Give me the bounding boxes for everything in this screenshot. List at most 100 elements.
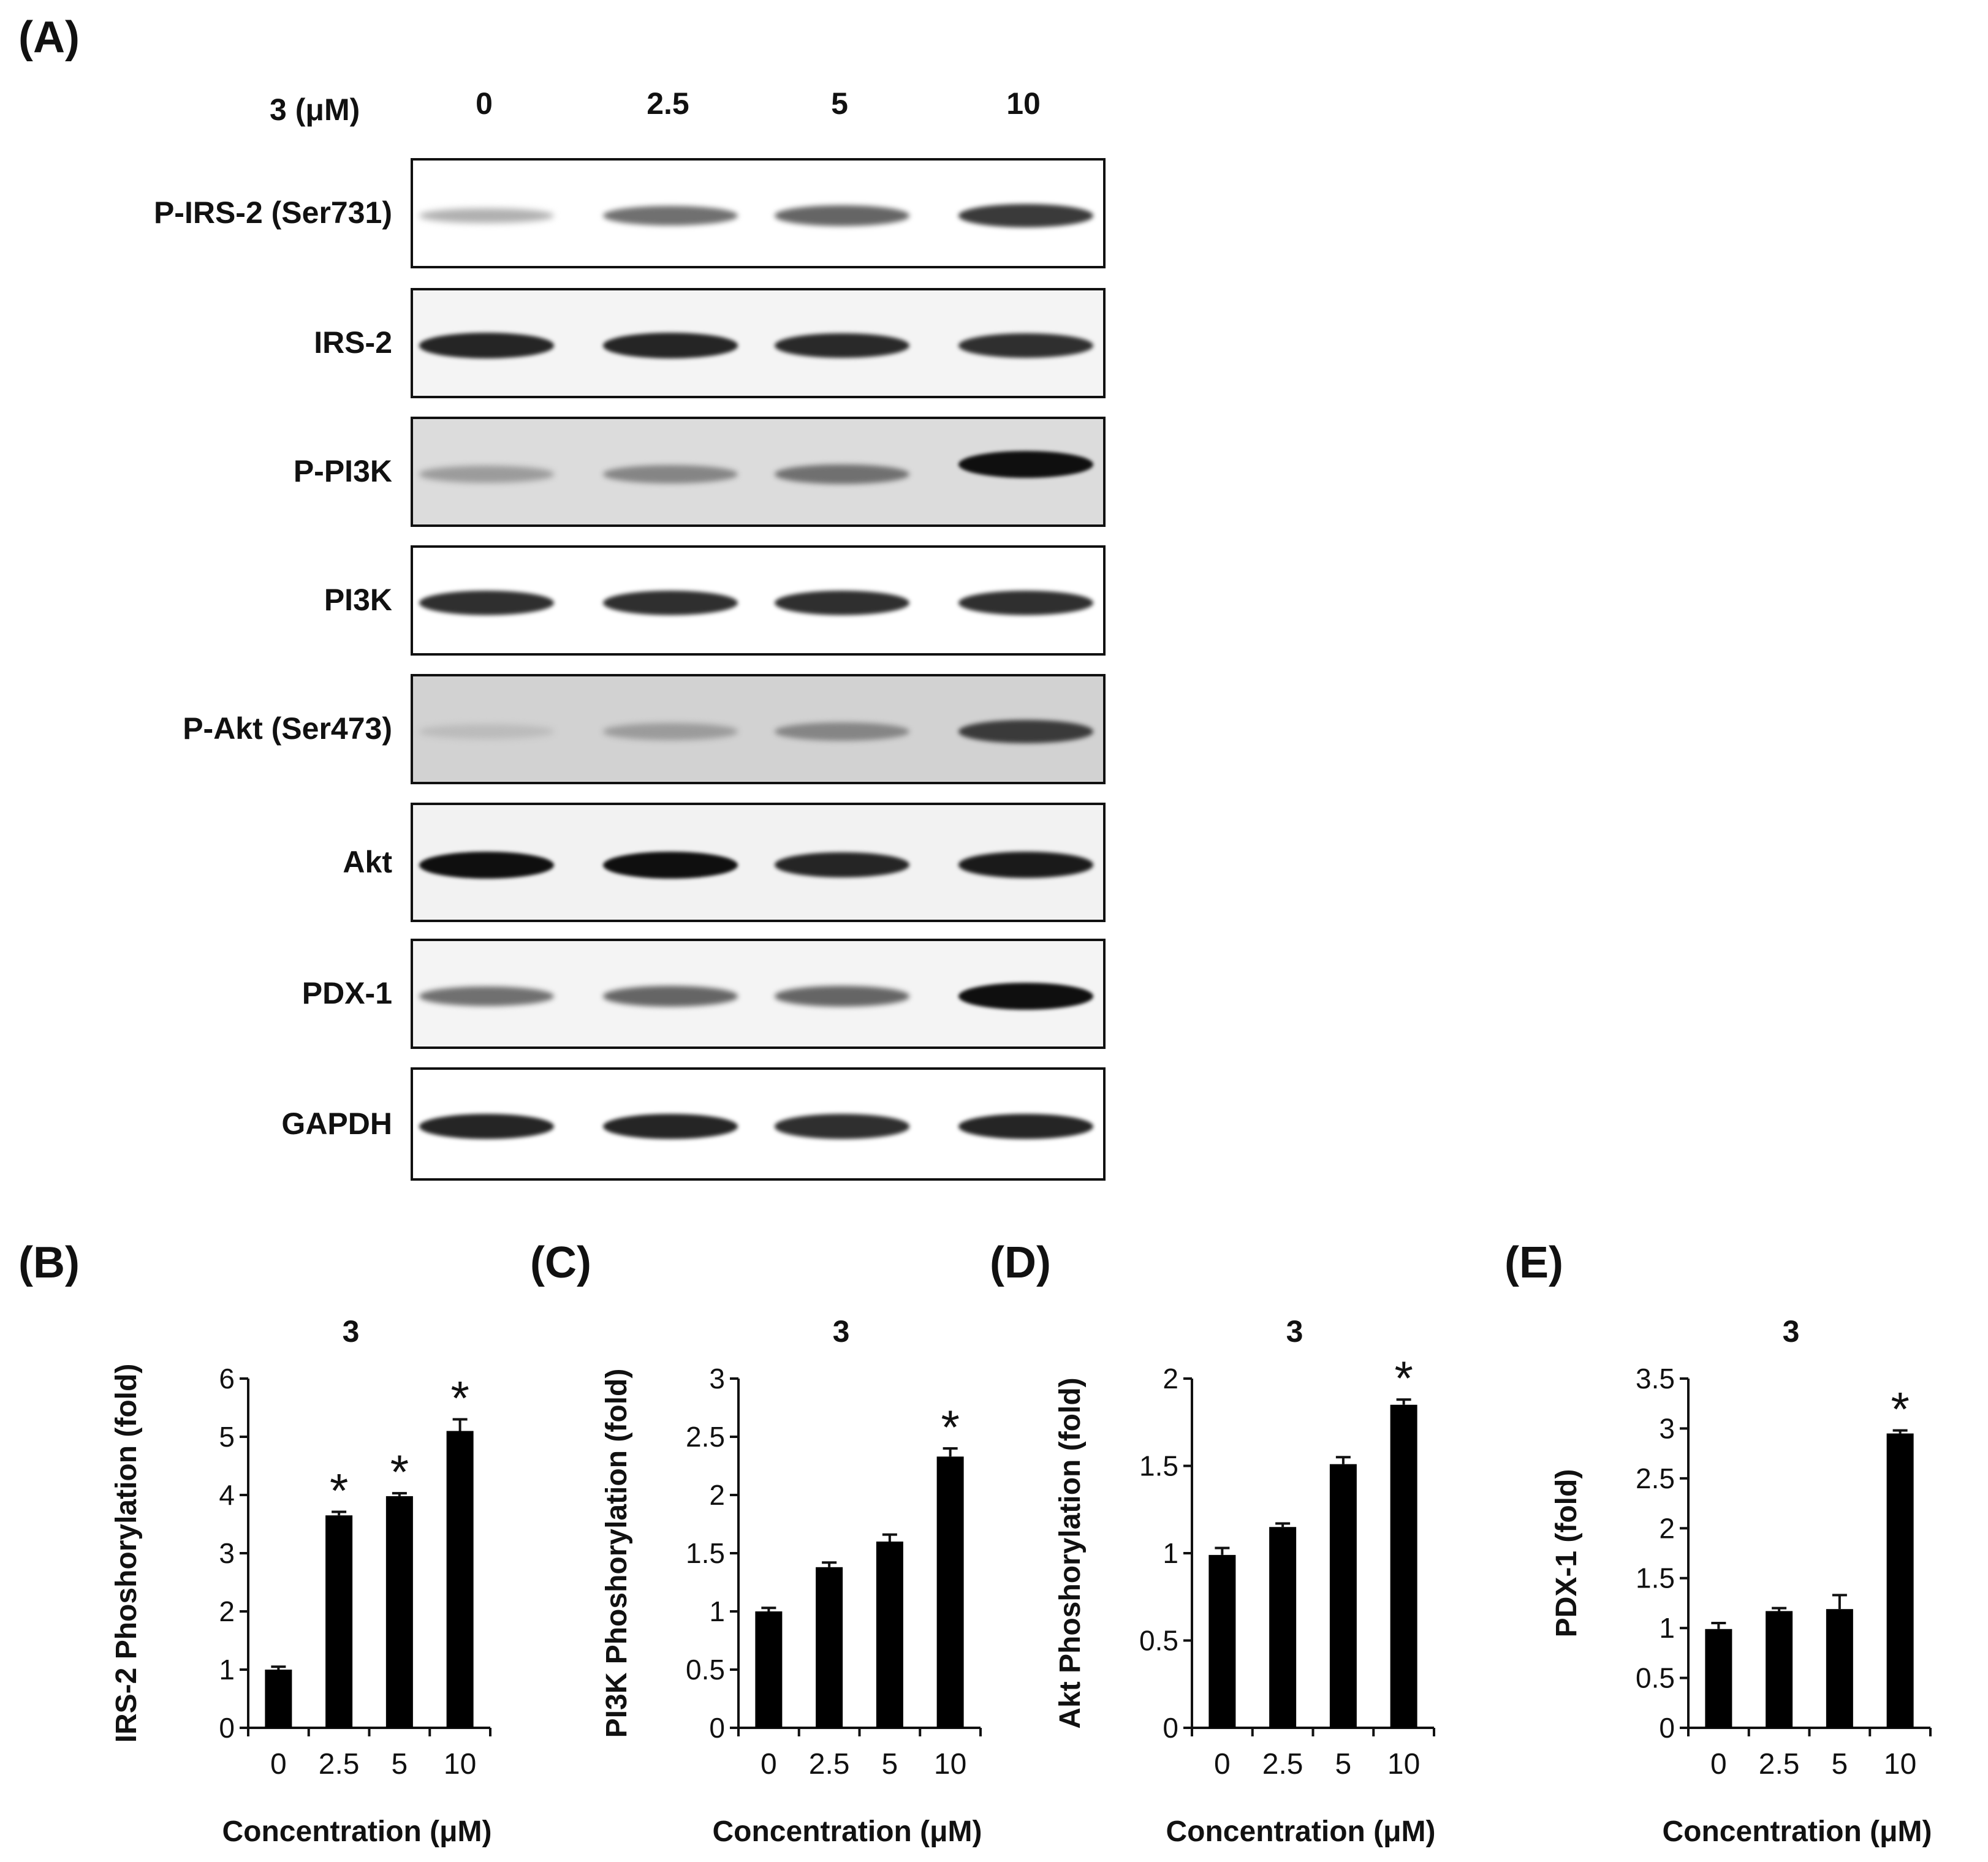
x-tick-label: 10 [1387,1748,1420,1781]
y-tick-label: 2.5 [1636,1463,1675,1494]
bar [1269,1527,1297,1728]
y-axis-label: IRS-2 Phoshorylation (fold) [110,1364,143,1743]
blot-band [958,333,1093,358]
blot-band [775,333,909,358]
y-tick-label: 6 [219,1363,235,1395]
y-tick-label: 2.5 [686,1421,725,1453]
blot-band [958,1113,1093,1140]
x-tick-label: 10 [1884,1748,1916,1781]
chart-title: 3 [1783,1314,1800,1349]
blot-membrane [411,674,1106,784]
y-axis-label: Akt Phoshorylation (fold) [1054,1377,1087,1728]
blot-membrane [411,545,1106,656]
blot-band [603,1113,738,1140]
blot-membrane [411,288,1106,398]
lane-label: 2.5 [647,86,689,121]
chart-pdx1: 3 PDX-1 (fold) Concentration (μM) 0 0.5 1 1.5 2… [1550,1314,1932,1848]
blot-band [603,205,738,226]
lane-label: 5 [831,86,848,121]
blot-band [603,986,738,1007]
bar [385,1496,413,1728]
bar [446,1431,474,1728]
y-tick-label: 1 [219,1654,235,1686]
y-tick-label: 4 [219,1479,235,1511]
blot-band [958,852,1093,878]
x-tick-label: 0 [1710,1748,1727,1781]
blot-membrane [411,417,1106,527]
bar [816,1567,843,1728]
y-tick-label: 3 [709,1363,725,1395]
y-tick-label: 2 [219,1595,235,1627]
x-tick-label: 0 [270,1748,287,1781]
y-tick-label: 3 [219,1537,235,1569]
significance-star: * [941,1400,959,1454]
blot-label: PDX-1 [302,976,392,1010]
bar [265,1670,292,1728]
blot-band [419,851,554,879]
chart-title: 3 [1286,1314,1303,1349]
blot-band [958,983,1093,1010]
blot-band [775,722,909,741]
blot-band [775,1114,909,1139]
blot-band [419,208,554,224]
significance-star: * [390,1445,409,1499]
x-tick-label: 5 [1335,1748,1352,1781]
chart-title: 3 [343,1314,360,1349]
blot-membrane [411,803,1106,922]
y-tick-label: 0 [1163,1712,1178,1744]
chart-pi3k: 3 PI3K Phoshorylation (fold) Concentration… [601,1314,982,1848]
y-tick-label: 1 [1163,1537,1178,1569]
blot-label: PI3K [324,583,392,617]
y-tick-label: 1 [709,1595,725,1627]
x-axis-label: Concentration (μM) [222,1815,492,1848]
panel-e-letter: (E) [1504,1238,1563,1287]
blot-band [603,333,738,358]
y-tick-label: 2 [709,1479,725,1511]
y-tick-label: 1.5 [686,1537,725,1569]
bar [755,1611,783,1728]
blot-band [775,590,909,616]
x-tick-label: 0 [1214,1748,1231,1781]
significance-star: * [1891,1382,1909,1436]
significance-star: * [450,1371,469,1425]
bar [936,1456,964,1728]
blot-label: P-PI3K [293,454,392,488]
blot-band [419,986,554,1007]
significance-star: * [1394,1351,1413,1405]
chart-akt: 3 Akt Phoshorylation (fold) Concentration … [1054,1314,1436,1848]
blot-band [775,986,909,1007]
bar [876,1542,903,1728]
panel-b-letter: (B) [18,1238,80,1287]
bar [1329,1464,1357,1728]
y-axis-label: PDX-1 (fold) [1550,1469,1583,1638]
y-tick-label: 2 [1163,1363,1178,1395]
y-tick-label: 0.5 [1636,1662,1675,1694]
y-tick-label: 3 [1659,1412,1675,1444]
blot-band [958,451,1093,478]
bar [1766,1611,1793,1728]
x-tick-label: 10 [934,1748,966,1781]
blot-membrane [411,158,1106,268]
lane-label: 0 [476,86,493,121]
x-tick-label: 5 [1832,1748,1848,1781]
y-axis-label: PI3K Phoshorylation (fold) [601,1369,633,1738]
x-tick-label: 5 [882,1748,898,1781]
y-tick-label: 0 [1659,1712,1675,1744]
x-tick-label: 2.5 [1262,1748,1303,1781]
blot-label: Akt [343,844,392,879]
x-tick-label: 0 [761,1748,777,1781]
blot-band [603,465,738,483]
x-tick-label: 5 [392,1748,408,1781]
blot-band [603,590,738,616]
x-axis-label: Concentration (μM) [1166,1815,1436,1848]
blot-band [603,851,738,879]
chart-irs2: 3 IRS-2 Phoshorylation (fold) Concentratio… [110,1314,492,1848]
blot-membrane [411,1067,1106,1181]
y-tick-label: 1.5 [1636,1562,1675,1594]
y-tick-label: 3.5 [1636,1363,1675,1395]
bar [1826,1609,1853,1728]
blot-band [958,203,1093,228]
y-tick-label: 0 [219,1712,235,1744]
bar [325,1515,353,1728]
